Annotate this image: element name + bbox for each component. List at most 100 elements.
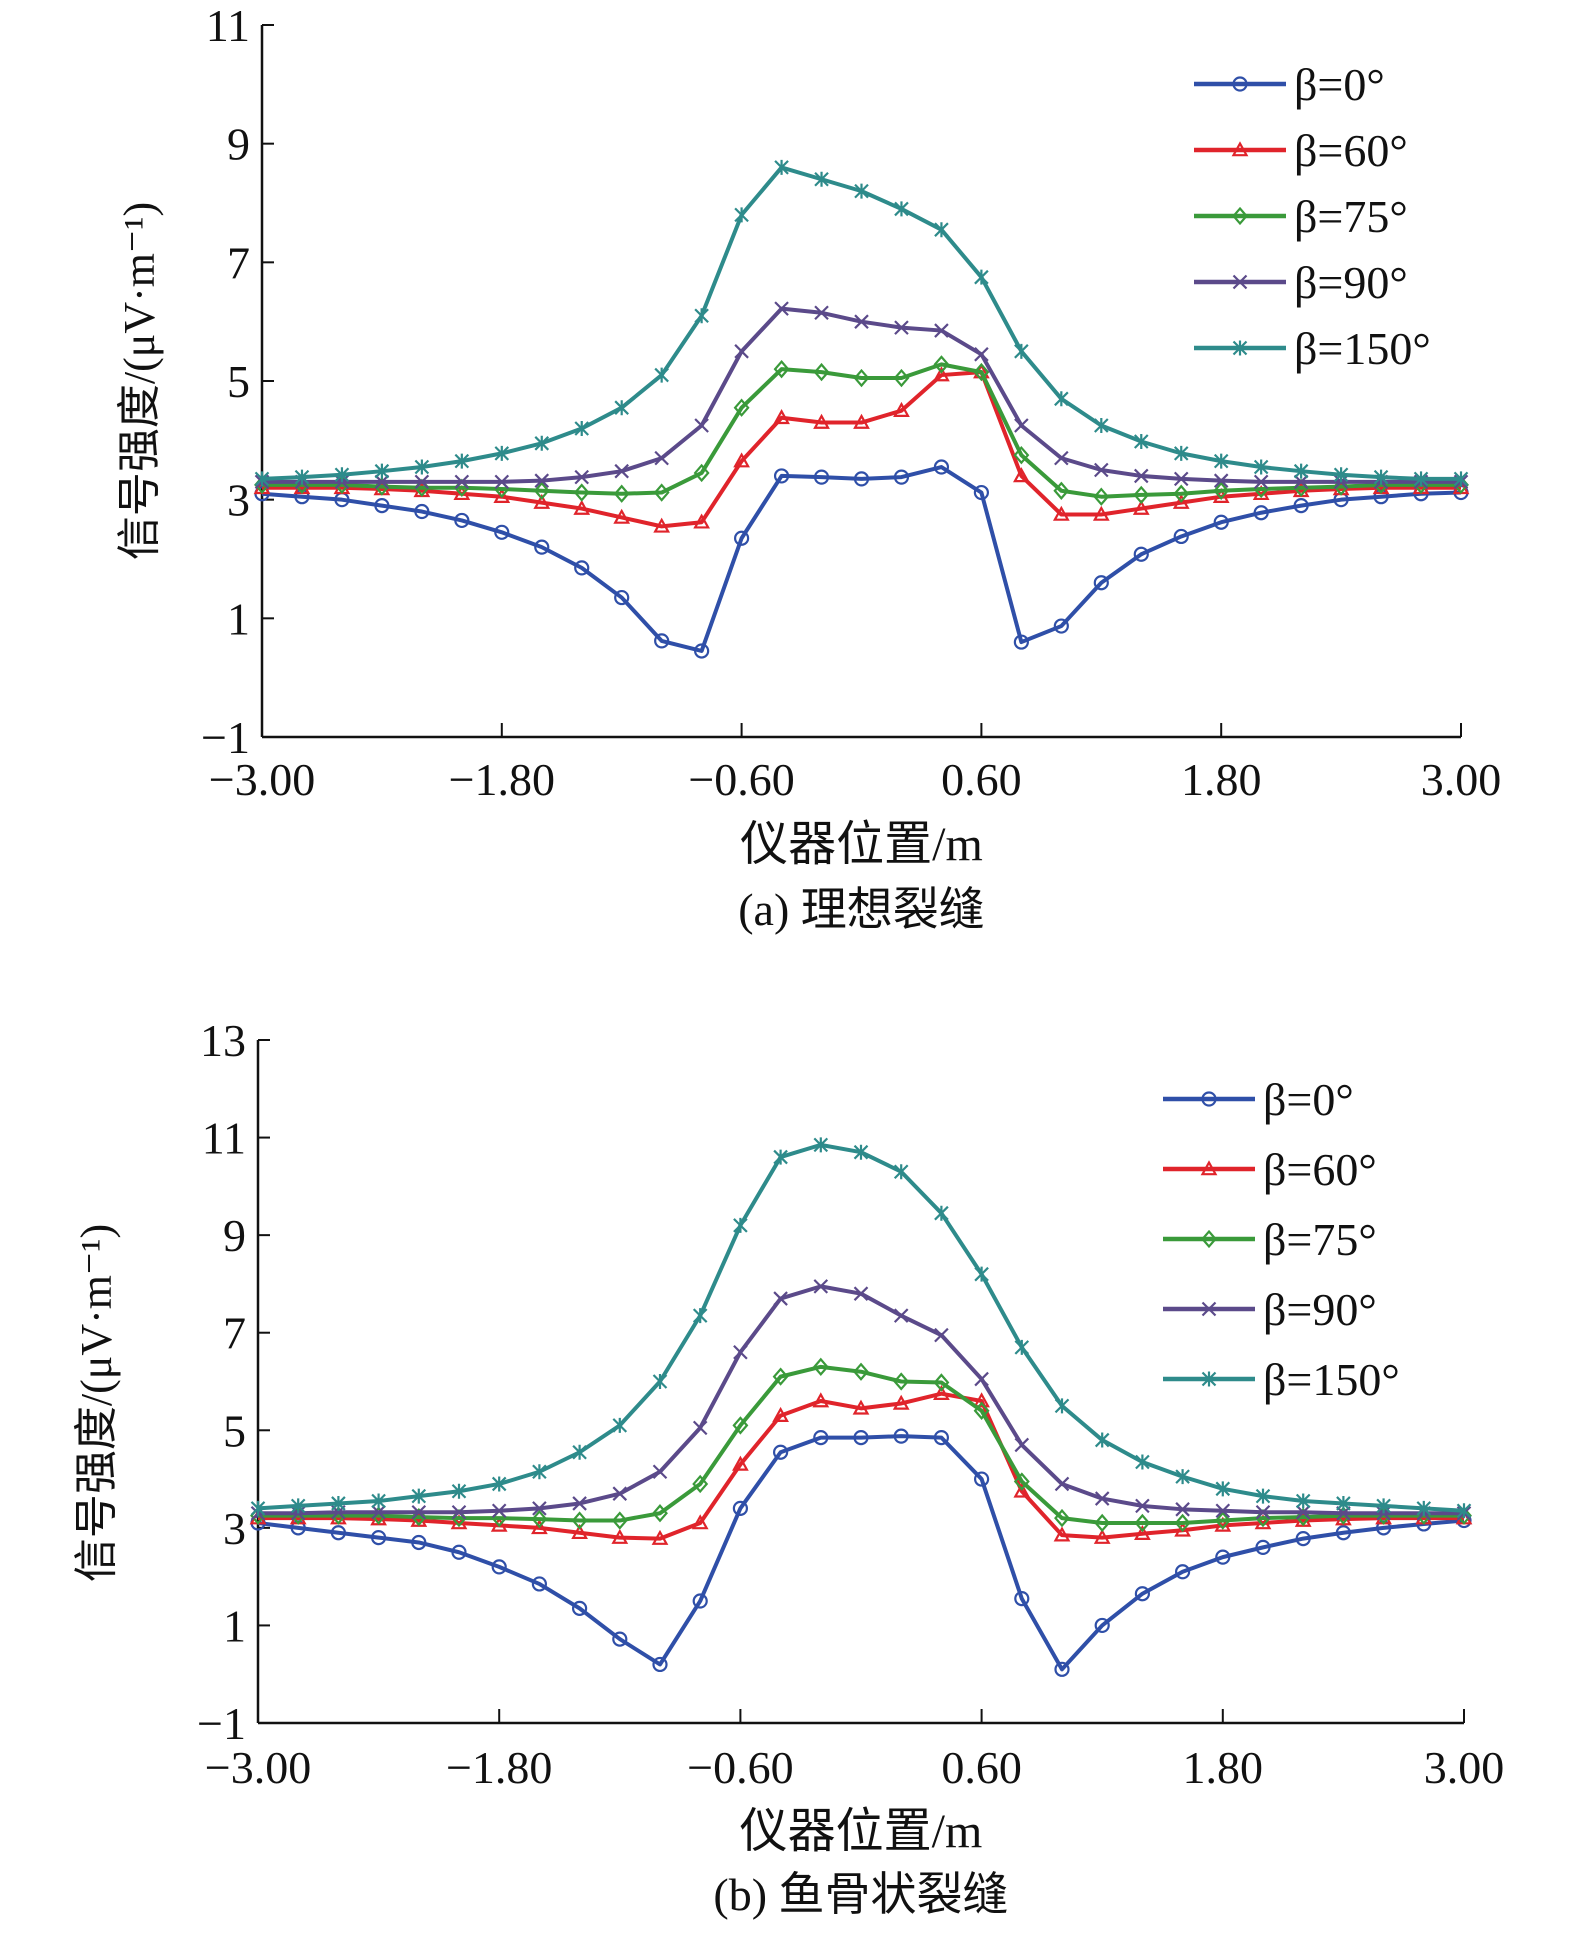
marker-triangle <box>732 1455 749 1471</box>
marker-triangle <box>733 452 750 468</box>
marker-circle <box>933 1430 950 1446</box>
marker-star <box>814 171 829 187</box>
marker-diamond <box>1174 1513 1191 1533</box>
marker-triangle <box>611 1528 629 1544</box>
marker-circle <box>933 459 950 475</box>
y-tick-label: 7 <box>223 1308 246 1359</box>
marker-diamond <box>733 398 750 417</box>
marker-star <box>1333 467 1349 483</box>
y-tick-label: 5 <box>227 356 250 407</box>
marker-x <box>1295 1504 1311 1520</box>
marker-star <box>612 1417 628 1433</box>
marker-star <box>733 1217 748 1233</box>
series-star <box>250 1137 1472 1519</box>
marker-triangle <box>1012 467 1030 483</box>
marker-circle <box>294 489 310 505</box>
marker-circle <box>414 503 430 520</box>
series-diamond <box>250 1357 1472 1533</box>
marker-star <box>1215 1481 1231 1497</box>
marker-x <box>1232 274 1248 290</box>
marker-triangle <box>853 413 870 429</box>
marker-star <box>1453 471 1469 487</box>
marker-x <box>774 301 789 316</box>
legend-item: β=0° <box>1163 1074 1354 1125</box>
marker-circle <box>973 484 990 501</box>
marker-circle <box>1201 1091 1217 1107</box>
marker-triangle <box>1052 505 1070 521</box>
marker-diamond <box>893 1372 910 1391</box>
marker-diamond <box>1093 487 1110 506</box>
marker-circle <box>1133 546 1149 562</box>
marker-diamond <box>1333 477 1350 496</box>
marker-diamond <box>933 355 950 374</box>
marker-circle <box>652 1656 668 1673</box>
marker-circle <box>813 469 830 485</box>
series-circle <box>254 459 1469 659</box>
marker-x <box>652 1464 668 1480</box>
marker-triangle <box>813 413 830 429</box>
marker-circle <box>1093 575 1109 591</box>
x-tick-label: 1.80 <box>1181 754 1262 805</box>
marker-circle <box>1094 1617 1110 1634</box>
marker-diamond <box>652 1504 668 1523</box>
marker-circle <box>411 1534 427 1551</box>
series-line <box>262 362 1461 499</box>
marker-circle <box>1293 498 1309 514</box>
marker-x <box>1014 1437 1030 1453</box>
marker-triangle <box>1092 505 1110 521</box>
marker-star <box>1336 1495 1351 1511</box>
marker-diamond <box>1013 445 1030 465</box>
marker-diamond <box>1134 1513 1151 1533</box>
marker-x <box>974 1371 989 1387</box>
legend-label: β=75° <box>1263 1214 1377 1265</box>
marker-circle <box>1174 1564 1191 1580</box>
marker-circle <box>1295 1530 1311 1547</box>
marker-star <box>1232 340 1248 356</box>
marker-x <box>534 473 550 488</box>
x-tick-label: −3.00 <box>209 754 315 805</box>
marker-x <box>814 305 829 321</box>
marker-circle <box>973 1471 990 1487</box>
legend-label: β=150° <box>1294 323 1431 374</box>
marker-circle <box>1215 1549 1231 1565</box>
marker-x <box>854 314 869 329</box>
marker-triangle <box>1172 493 1190 509</box>
legend-label: β=60° <box>1263 1144 1377 1195</box>
marker-star <box>572 1444 587 1460</box>
chart-caption: (a) 理想裂缝 <box>738 884 985 935</box>
marker-circle <box>290 1520 306 1536</box>
marker-x <box>1255 1504 1271 1520</box>
y-tick-label: 9 <box>227 119 250 170</box>
marker-x <box>572 1496 587 1511</box>
legend-label: β=75° <box>1294 191 1408 242</box>
marker-circle <box>574 560 590 576</box>
marker-star <box>1175 1469 1190 1485</box>
marker-diamond <box>853 1362 869 1381</box>
marker-circle <box>571 1600 588 1616</box>
y-tick-label: 5 <box>223 1405 246 1456</box>
marker-diamond <box>1232 206 1248 226</box>
marker-star <box>934 222 949 238</box>
marker-star <box>290 1498 306 1514</box>
marker-triangle <box>892 1394 910 1410</box>
x-tick-label: 3.00 <box>1424 1742 1505 1793</box>
marker-circle <box>374 498 390 514</box>
marker-star <box>1456 1503 1472 1519</box>
marker-star <box>854 183 869 199</box>
marker-star <box>853 1144 869 1160</box>
marker-x <box>894 320 909 335</box>
marker-star <box>974 1266 989 1282</box>
marker-triangle <box>1200 1160 1218 1176</box>
marker-circle <box>534 539 550 555</box>
marker-triangle <box>693 513 711 529</box>
marker-x <box>1173 471 1189 487</box>
marker-diamond <box>1054 1508 1070 1528</box>
marker-x <box>414 474 430 490</box>
marker-triangle <box>1174 1521 1191 1537</box>
chart-a: −1 1 3 5 7 9 11 −3.00 −1.80 −0.60 0.60 1.80 3.00 仪器位置… <box>115 0 1501 935</box>
marker-triangle <box>773 409 790 425</box>
legend-label: β=0° <box>1263 1074 1354 1125</box>
marker-diamond <box>933 1373 950 1392</box>
marker-star <box>534 435 550 451</box>
marker-diamond <box>653 483 670 502</box>
